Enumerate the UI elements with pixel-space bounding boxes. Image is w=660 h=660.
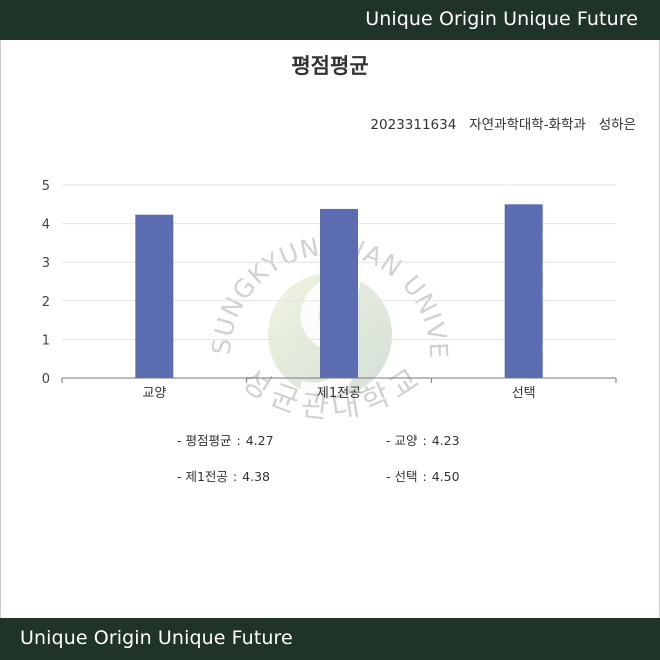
chart-axes [61, 377, 617, 383]
legend-item-general-education: - 교양:4.23 [386, 433, 460, 448]
legend-item-first-major: - 제1전공:4.38 [177, 469, 270, 484]
legend-value: 4.27 [245, 433, 274, 448]
legend-label: - 교양 [386, 433, 418, 448]
gpa-legend: - 평점평균:4.27 - 교양:4.23 - 제1전공:4.38 - 선택:4… [0, 430, 660, 490]
chart-x-ticks: 교양 제1전공 선택 [142, 386, 535, 401]
bar-2 [320, 208, 358, 378]
legend-label: - 선택 [386, 469, 418, 484]
legend-value: 4.50 [431, 469, 460, 484]
footer-slogan: Unique Origin Unique Future [20, 627, 293, 649]
x-tick-label: 선택 [512, 386, 536, 401]
chart-bars [135, 204, 543, 378]
bar-1 [135, 214, 174, 378]
x-tick-label: 교양 [142, 386, 166, 401]
legend-value: 4.38 [242, 469, 270, 484]
gpa-bar-chart: 0 1 2 3 4 5 교양 제1전공 선택 [42, 179, 617, 401]
y-tick-label: 3 [42, 256, 50, 271]
student-info: 2023311634 자연과학대학-화학과 성하은 [370, 113, 636, 133]
header-slogan: Unique Origin Unique Future [365, 8, 638, 30]
chart-y-ticks: 0 1 2 3 4 5 [42, 179, 50, 387]
legend-label: - 제1전공 [177, 469, 228, 484]
y-tick-label: 2 [42, 295, 50, 310]
legend-label: - 평점평균 [177, 433, 232, 448]
legend-item-overall: - 평점평균:4.27 [177, 433, 274, 448]
y-tick-label: 1 [42, 333, 50, 348]
y-tick-label: 5 [42, 179, 50, 194]
header-bar: Unique Origin Unique Future [0, 0, 660, 40]
x-tick-label: 제1전공 [317, 386, 361, 401]
student-department: 자연과학대학-화학과 [469, 117, 586, 133]
bar-3 [504, 204, 543, 378]
y-tick-label: 0 [42, 372, 50, 387]
footer-bar: Unique Origin Unique Future [0, 618, 660, 660]
student-name: 성하은 [598, 117, 636, 133]
legend-item-elective: - 선택:4.50 [386, 469, 460, 484]
page-title: 평점평균 [291, 54, 369, 78]
student-id: 2023311634 [370, 117, 457, 133]
legend-value: 4.23 [431, 433, 460, 448]
y-tick-label: 4 [42, 218, 50, 233]
